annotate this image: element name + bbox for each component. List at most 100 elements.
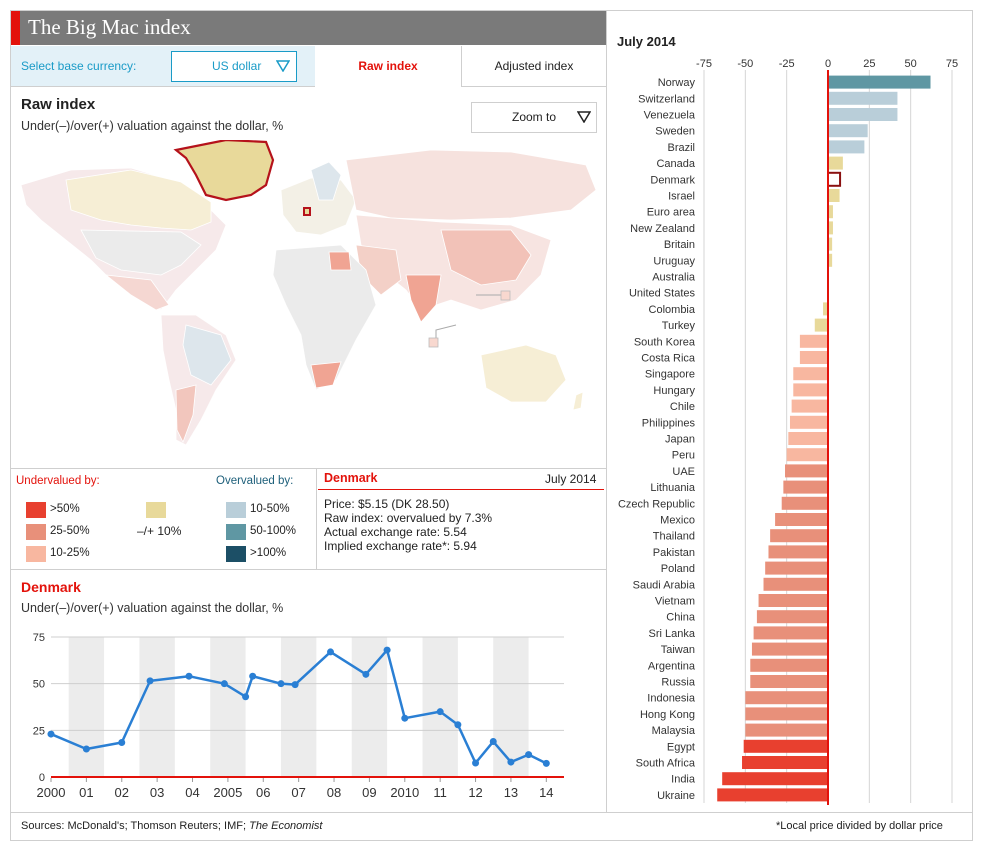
map-china[interactable]	[440, 229, 532, 286]
data-point	[291, 681, 299, 689]
info-country: Denmark	[324, 471, 378, 485]
info-implied-rate: Implied exchange rate*: 5.94	[324, 539, 477, 553]
tab-adjusted-index[interactable]: Adjusted index	[461, 46, 606, 87]
category-label: India	[671, 774, 696, 786]
bar	[753, 626, 828, 640]
x-tick-label: 0	[825, 58, 831, 70]
map-denmark[interactable]	[303, 207, 311, 216]
timeseries-subtitle: Under(–)/over(+) valuation against the d…	[21, 601, 284, 615]
bar	[768, 545, 828, 559]
legend-swatch-under-10-25	[26, 546, 46, 562]
map-russia[interactable]	[345, 149, 597, 221]
divider	[11, 468, 606, 469]
bar	[789, 415, 828, 429]
y-tick-label: 25	[33, 725, 45, 737]
category-label: Taiwan	[661, 644, 695, 656]
tab-raw-index[interactable]: Raw index	[315, 46, 461, 87]
category-label: Hungary	[653, 385, 695, 397]
map-callout-box-singapore[interactable]	[428, 337, 439, 348]
bar	[745, 691, 828, 705]
info-actual-rate: Actual exchange rate: 5.54	[324, 525, 467, 539]
data-point	[489, 738, 497, 746]
bar	[742, 756, 828, 769]
x-tick-label: 50	[905, 58, 917, 70]
map-argentina[interactable]	[175, 384, 197, 444]
category-label: South Africa	[636, 758, 696, 770]
data-point	[472, 759, 480, 767]
category-label: Uruguay	[653, 255, 695, 267]
bar-chart-title: July 2014	[617, 34, 676, 49]
category-label: Australia	[652, 272, 696, 284]
map-south-africa[interactable]	[310, 361, 342, 389]
base-currency-select[interactable]: US dollar	[171, 51, 297, 82]
bar	[788, 432, 828, 445]
y-tick-label: 75	[33, 632, 45, 644]
footer-divider	[11, 812, 972, 813]
data-point	[118, 738, 126, 746]
x-tick-label: 03	[150, 785, 164, 800]
map-greenland[interactable]	[173, 140, 275, 202]
category-label: Costa Rica	[641, 353, 696, 365]
timeseries-title: Denmark	[21, 579, 81, 595]
map-callout-line	[435, 324, 457, 340]
map-mexico[interactable]	[104, 274, 170, 311]
legend-label: 10-50%	[250, 503, 290, 515]
bar	[775, 513, 828, 526]
category-label: Philippines	[642, 417, 696, 429]
category-label: Lithuania	[650, 482, 696, 494]
year-band	[139, 637, 175, 777]
category-label: Turkey	[662, 320, 696, 332]
year-band	[280, 637, 317, 777]
legend-label: 50-100%	[250, 525, 297, 537]
category-label: Britain	[664, 239, 695, 251]
zoom-to-select[interactable]: Zoom to	[471, 102, 597, 133]
bar	[793, 367, 828, 381]
category-label: Sweden	[655, 126, 695, 138]
data-point	[507, 758, 515, 766]
x-tick-label: 12	[468, 785, 482, 800]
category-label: Hong Kong	[640, 709, 695, 721]
bar	[828, 124, 868, 138]
ranking-bar-chart: -75 -50 -25 0 25 50 75 Norway Switzerland Venezue…	[618, 58, 958, 805]
map-canada[interactable]	[65, 169, 212, 231]
map-brazil[interactable]	[182, 324, 232, 386]
legend-swatch-over-50-100	[226, 524, 246, 540]
year-band	[493, 637, 529, 777]
x-tick-label: 08	[327, 785, 341, 800]
bar	[828, 189, 840, 202]
category-label: United States	[629, 288, 696, 300]
category-label: Chile	[670, 401, 695, 413]
category-label: Pakistan	[653, 547, 695, 559]
category-label: Czech Republic	[618, 498, 696, 510]
map-scandinavia[interactable]	[310, 161, 342, 201]
legend-label: 25-50%	[50, 525, 90, 537]
data-point	[185, 672, 193, 680]
bar	[763, 577, 828, 591]
data-point	[383, 646, 391, 654]
bar	[828, 108, 898, 121]
map-india[interactable]	[405, 274, 442, 323]
data-point	[277, 680, 285, 688]
world-map[interactable]	[11, 140, 606, 468]
map-australia[interactable]	[480, 344, 567, 403]
bar	[791, 399, 828, 413]
title-accent	[11, 11, 20, 45]
x-tick-label: 25	[863, 58, 875, 70]
bar	[745, 707, 828, 721]
data-point	[362, 670, 370, 678]
category-label: Norway	[658, 77, 696, 89]
map-callout-box-hongkong[interactable]	[500, 290, 511, 301]
data-point	[82, 745, 90, 753]
map-new-zealand[interactable]	[572, 391, 584, 411]
x-tick-label: 09	[362, 785, 376, 800]
category-label: Malaysia	[652, 725, 696, 737]
footer-note: *Local price divided by dollar price	[776, 820, 943, 832]
info-price: Price: $5.15 (DK 28.50)	[324, 497, 450, 511]
legend-swatch-over-100	[226, 546, 246, 562]
category-label: Japan	[665, 434, 695, 446]
x-tick-label: 13	[504, 785, 518, 800]
bar	[770, 529, 828, 543]
data-point	[401, 714, 409, 722]
map-egypt[interactable]	[328, 251, 352, 271]
map-usa[interactable]	[80, 229, 202, 276]
